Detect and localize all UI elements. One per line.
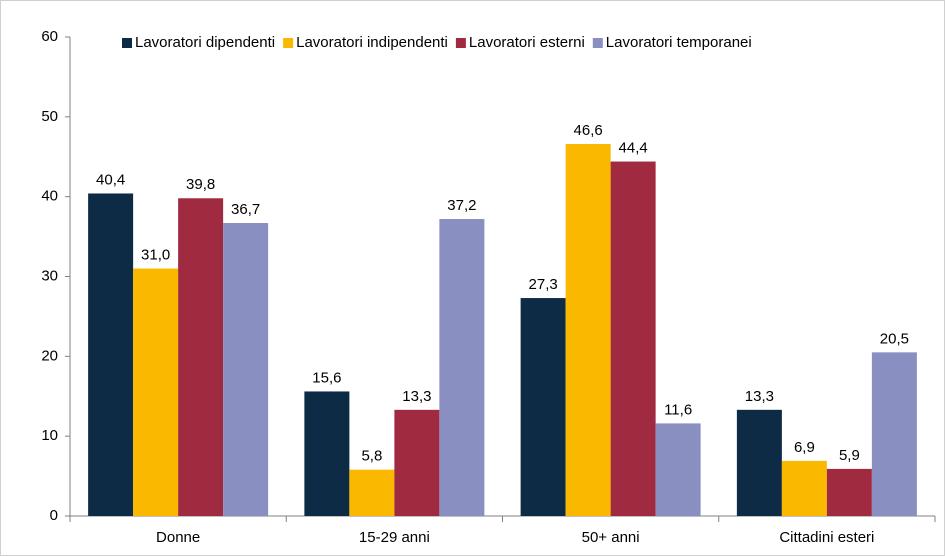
bar	[349, 469, 395, 516]
bar	[178, 198, 224, 516]
x-tick-label: Cittadini esteri	[779, 529, 874, 546]
bar	[610, 161, 656, 517]
value-label: 13,3	[745, 388, 774, 405]
value-label: 31,0	[141, 246, 170, 263]
bar	[781, 460, 827, 516]
y-tick-label: 40	[41, 188, 58, 205]
value-label: 13,3	[402, 388, 431, 405]
legend-label: Lavoratori esterni	[469, 34, 585, 51]
value-label: 27,3	[529, 276, 558, 293]
x-tick-label: Donne	[156, 529, 200, 546]
legend-swatch	[592, 38, 603, 48]
legend-swatch	[122, 38, 132, 48]
x-tick-label: 50+ anni	[582, 529, 640, 546]
bar	[133, 268, 179, 516]
x-tick-label: 15-29 anni	[359, 529, 430, 546]
value-label: 46,6	[574, 122, 603, 139]
y-tick-label: 50	[41, 108, 58, 125]
y-tick-label: 0	[50, 507, 58, 524]
bar	[439, 219, 485, 516]
bar	[655, 423, 701, 516]
value-label: 11,6	[664, 401, 692, 418]
bar	[304, 391, 350, 516]
value-label: 6,9	[794, 439, 815, 456]
value-label: 36,7	[231, 201, 260, 218]
bar	[736, 409, 782, 516]
value-label: 15,6	[312, 369, 341, 386]
legend-swatch	[455, 38, 466, 48]
value-label: 39,8	[186, 176, 215, 193]
y-tick-label: 10	[41, 427, 58, 444]
legend-label: Lavoratori temporanei	[606, 34, 752, 51]
bar	[871, 352, 917, 516]
bar	[826, 468, 872, 516]
legend-label: Lavoratori dipendenti	[135, 34, 275, 51]
bar	[394, 409, 440, 516]
y-tick-label: 60	[41, 28, 58, 45]
legend-swatch	[283, 38, 294, 48]
value-label: 5,9	[839, 447, 860, 464]
value-label: 20,5	[880, 330, 909, 347]
legend-label: Lavoratori indipendenti	[296, 34, 448, 51]
bar	[88, 193, 134, 516]
bar	[223, 223, 269, 517]
y-tick-label: 20	[41, 347, 58, 364]
value-label: 40,4	[96, 171, 125, 188]
bar	[520, 298, 566, 516]
bar	[565, 143, 611, 516]
y-tick-label: 30	[41, 267, 58, 284]
value-label: 44,4	[619, 140, 648, 157]
value-label: 37,2	[447, 197, 476, 214]
value-label: 5,8	[361, 448, 382, 465]
